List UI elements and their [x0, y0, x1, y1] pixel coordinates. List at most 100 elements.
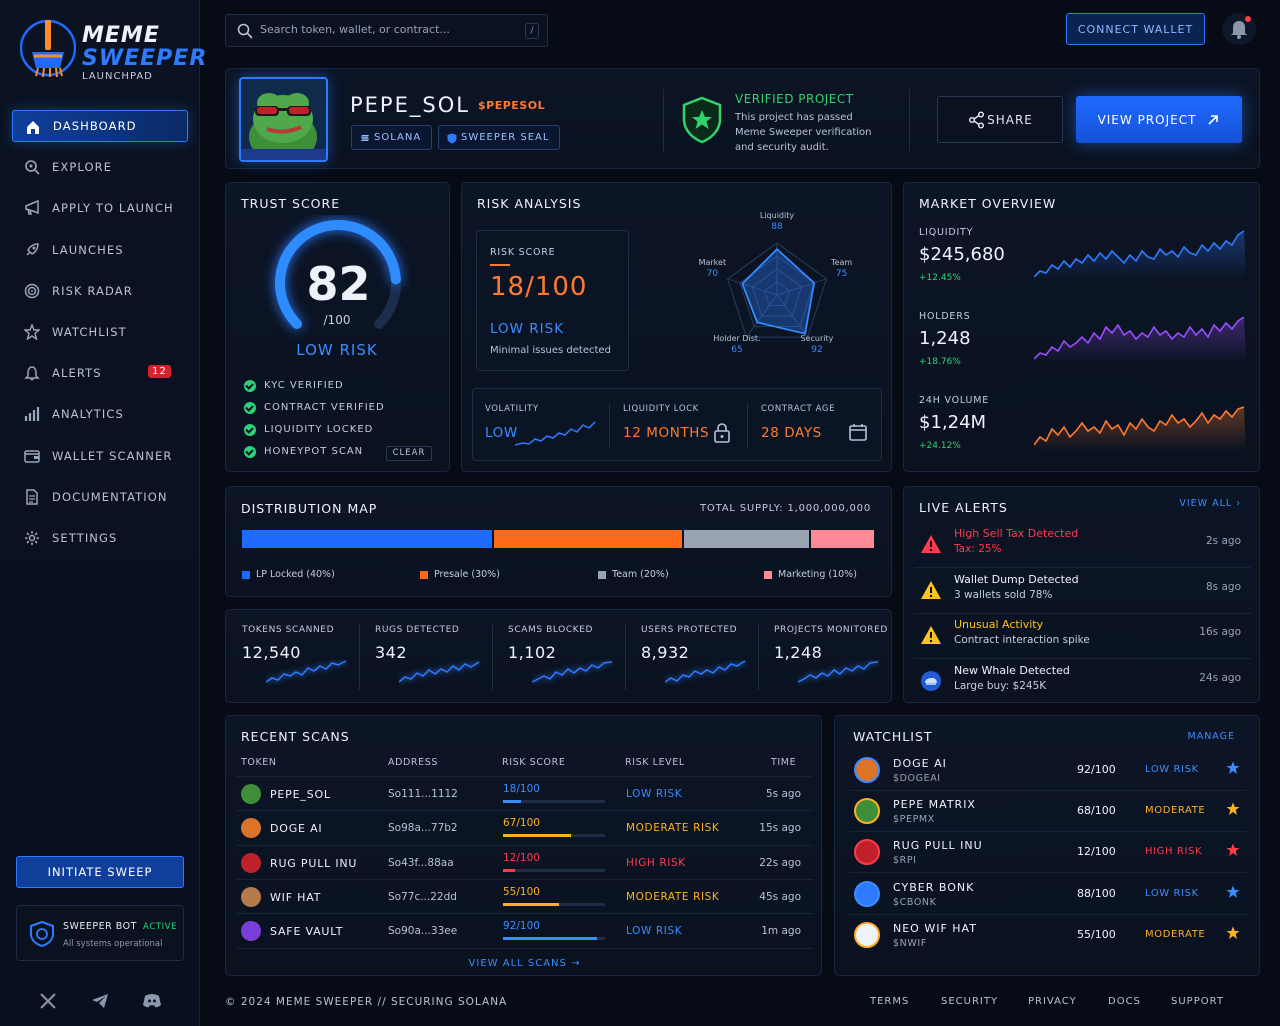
project-avatar	[239, 77, 328, 162]
col-time: TIME	[771, 757, 797, 768]
risk-score-fill	[503, 834, 572, 838]
initiate-sweep-button[interactable]: INITIATE SWEEP	[16, 856, 184, 888]
warning-red-icon	[921, 535, 941, 553]
star-icon[interactable]	[1226, 761, 1240, 775]
search-bar[interactable]: /	[225, 14, 548, 47]
nav-item-settings[interactable]: SETTINGS	[12, 522, 188, 554]
table-row[interactable]: SAFE VAULT So90a...33ee 92/100 LOW RISK 1m a…	[236, 913, 813, 947]
supply-label: TOTAL SUPPLY:	[700, 503, 784, 514]
table-row[interactable]: DOGE AI So98a...77b2 67/100 MODERATE RISK 15…	[236, 810, 813, 844]
nav-item-launches[interactable]: LAUNCHES	[12, 234, 188, 266]
nav-item-analytics[interactable]: ANALYTICS	[12, 398, 188, 430]
watchlist-item[interactable]: DOGE AI $DOGEAI 92/100 LOW RISK	[849, 750, 1247, 791]
gauge-arc	[275, 220, 401, 330]
alert-time: 8s ago	[1205, 580, 1241, 593]
footer-link-docs[interactable]: DOCS	[1108, 996, 1141, 1007]
bot-desc: All systems operational	[63, 939, 163, 949]
alert-item[interactable]: New Whale Detected Large buy: $245K 24s ag…	[914, 659, 1251, 705]
watchlist-card: WATCHLIST MANAGE DOGE AI $DOGEAI 92/100 LOW…	[834, 715, 1260, 976]
check-label: HONEYPOT SCAN	[264, 446, 364, 457]
check-label: LIQUIDITY LOCKED	[264, 424, 374, 435]
manage-watchlist-link[interactable]: MANAGE	[1187, 731, 1235, 742]
project-name: PEPE_SOL	[350, 93, 470, 117]
star-icon[interactable]	[1226, 802, 1240, 816]
risk-desc: Minimal issues detected	[490, 345, 611, 356]
table-row[interactable]: PEPE_SOL So111...1112 18/100 LOW RISK 5s ago	[236, 776, 813, 810]
alert-item[interactable]: Wallet Dump Detected 3 wallets sold 78% 8s…	[914, 568, 1251, 614]
notifications-button[interactable]	[1222, 13, 1256, 45]
sweeper-bot-card[interactable]: SWEEPER BOT ACTIVE All systems operation…	[16, 905, 184, 961]
nav-item-documentation[interactable]: DOCUMENTATION	[12, 481, 188, 513]
nav-item-alerts[interactable]: ALERTS 12	[12, 357, 188, 389]
watchlist-item[interactable]: CYBER BONK $CBONK 88/100 LOW RISK	[849, 874, 1247, 915]
seal-chip[interactable]: SWEEPER SEAL	[438, 125, 561, 150]
scan-time: 45s ago	[759, 890, 801, 903]
check-icon	[244, 380, 256, 392]
table-row[interactable]: RUG PULL INU So43f...88aa 12/100 HIGH RISK 2…	[236, 844, 813, 879]
distribution-segment[interactable]	[494, 530, 683, 548]
nav-item-watchlist[interactable]: WATCHLIST	[12, 316, 188, 348]
project-header: PEPE_SOL $PEPESOL SOLANA SWEEPER SEAL VE…	[225, 68, 1260, 169]
nav-item-apply-to-launch[interactable]: APPLY TO LAUNCH	[12, 192, 188, 224]
connect-wallet-button[interactable]: CONNECT WALLET	[1066, 13, 1205, 45]
risk-score-track	[503, 800, 605, 803]
distribution-segment[interactable]	[242, 530, 493, 548]
nav-item-risk-radar[interactable]: RISK RADAR	[12, 275, 188, 307]
star-icon[interactable]	[1226, 926, 1240, 940]
risk-score: 12/100	[503, 851, 540, 864]
market-title: MARKET OVERVIEW	[919, 196, 1057, 211]
token-name: WIF HAT	[270, 890, 322, 904]
alert-item[interactable]: Unusual Activity Contract interaction spi…	[914, 613, 1251, 659]
alert-desc: Contract interaction spike	[954, 634, 1090, 646]
legend-swatch	[598, 571, 606, 579]
distribution-segment[interactable]	[684, 530, 810, 548]
view-project-button[interactable]: VIEW PROJECT	[1076, 96, 1242, 143]
stat-label: USERS PROTECTED	[641, 625, 738, 635]
external-link-icon	[1208, 114, 1219, 125]
recent-scans-card: RECENT SCANS TOKEN ADDRESS RISK SCORE RI…	[225, 715, 822, 976]
token-avatar	[854, 921, 880, 948]
share-button[interactable]: SHARE	[937, 96, 1063, 143]
nav-item-wallet-scanner[interactable]: WALLET SCANNER	[12, 440, 188, 472]
table-row[interactable]: WIF HAT So77c...22dd 55/100 MODERATE RISK 45…	[236, 878, 813, 913]
footer-link-terms[interactable]: TERMS	[870, 996, 910, 1007]
legend-label: Presale (30%)	[434, 569, 500, 580]
liquidity-sparkline	[1034, 230, 1246, 279]
footer-link-privacy[interactable]: PRIVACY	[1028, 996, 1077, 1007]
home-icon	[27, 121, 39, 134]
watchlist-item[interactable]: NEO WIF HAT $NWIF 55/100 MODERATE	[849, 915, 1247, 956]
token-avatar	[854, 757, 880, 783]
view-all-alerts-link[interactable]: VIEW ALL ›	[1179, 498, 1241, 509]
chain-chip[interactable]: SOLANA	[351, 125, 433, 150]
watchlist-item[interactable]: RUG PULL INU $RPI 12/100 HIGH RISK	[849, 832, 1247, 874]
nav-item-explore[interactable]: EXPLORE	[12, 151, 188, 183]
nav-item-label: WALLET SCANNER	[52, 448, 173, 463]
distribution-segment[interactable]	[811, 530, 874, 548]
check-icon	[244, 446, 256, 458]
brand-logo[interactable]: MEME SWEEPER LAUNCHPAD	[20, 14, 206, 88]
calendar-icon	[849, 424, 867, 441]
star-icon[interactable]	[1226, 843, 1240, 857]
token-score: 55/100	[1077, 927, 1116, 941]
check-kyc: KYC VERIFIED	[244, 378, 344, 394]
x-icon[interactable]	[38, 992, 58, 1010]
legend-label: Team (20%)	[612, 569, 669, 580]
nav-item-label: RISK RADAR	[52, 283, 133, 298]
discord-icon[interactable]	[142, 992, 162, 1010]
share-label: SHARE	[987, 112, 1033, 127]
search-input[interactable]	[260, 23, 510, 36]
stat-label: SCAMS BLOCKED	[508, 625, 594, 635]
nav-item-dashboard[interactable]: DASHBOARD	[12, 110, 188, 142]
alert-item[interactable]: High Sell Tax Detected Tax: 25% 2s ago	[914, 522, 1251, 568]
footer-link-support[interactable]: SUPPORT	[1171, 996, 1224, 1007]
telegram-icon[interactable]	[90, 992, 110, 1010]
view-all-scans-link[interactable]: VIEW ALL SCANS →	[468, 958, 581, 969]
footer-link-security[interactable]: SECURITY	[941, 996, 999, 1007]
risk-title: RISK ANALYSIS	[477, 196, 582, 211]
star-icon[interactable]	[1226, 885, 1240, 899]
radar-label: Liquidity	[759, 211, 795, 220]
legend-item: Presale (30%)	[420, 569, 500, 580]
nav-item-label: WATCHLIST	[52, 325, 127, 339]
watchlist-item[interactable]: PEPE MATRIX $PEPMX 68/100 MODERATE	[849, 791, 1247, 833]
bell-icon	[1231, 16, 1251, 39]
